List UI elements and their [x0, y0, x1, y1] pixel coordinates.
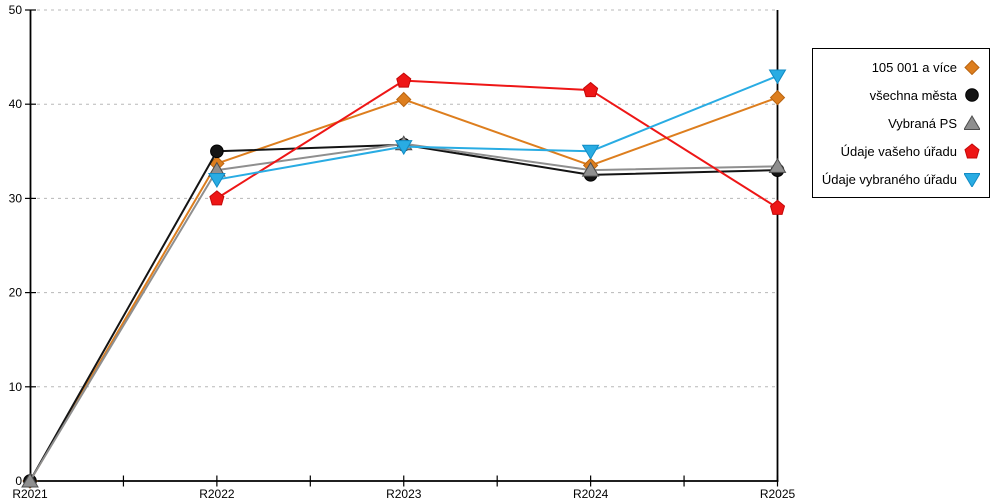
x-tick-label-R2022: R2022 — [199, 487, 235, 500]
diamond-marker — [396, 91, 412, 108]
series-line-0 — [29, 96, 778, 482]
triangle-down-marker — [394, 140, 413, 156]
y-tick-label-0: 0 — [15, 474, 22, 488]
x-tick-label-R2025: R2025 — [760, 487, 796, 500]
pentagon-marker — [583, 81, 599, 98]
legend-item: Údaje vašeho úřadu — [813, 138, 989, 164]
triangle-down-icon — [964, 173, 980, 187]
x-tick-label-R2024: R2024 — [573, 487, 609, 500]
y-tick-label-40: 40 — [9, 97, 23, 111]
triangle-up-icon — [964, 115, 980, 130]
series-line-4 — [216, 75, 778, 181]
legend: 105 001 a více všechna města Vybraná PS Úda… — [812, 48, 990, 198]
triangle-down-marker — [768, 69, 787, 85]
triangle-up-marker — [581, 161, 600, 177]
y-tick-label-30: 30 — [9, 191, 23, 205]
legend-item: všechna města — [813, 82, 989, 108]
legend-label: 105 001 a více — [871, 59, 957, 75]
series-line-3 — [216, 79, 779, 209]
y-tick-label-10: 10 — [9, 380, 23, 394]
legend-item: Údaje vybraného úřadu — [813, 166, 989, 192]
x-tick-label-R2023: R2023 — [386, 487, 422, 500]
diamond-icon — [964, 59, 980, 75]
pentagon-marker — [769, 199, 786, 215]
series-line-1 — [29, 143, 778, 482]
legend-item: Vybraná PS — [813, 110, 989, 136]
pentagon-marker — [209, 190, 225, 206]
circle-icon — [965, 88, 979, 102]
legend-label: Údaje vašeho úřadu — [840, 143, 957, 159]
triangle-down-marker — [207, 173, 226, 189]
legend-label: všechna města — [869, 87, 957, 103]
circle-marker — [210, 144, 224, 159]
x-tick-label-R2021: R2021 — [12, 487, 48, 500]
triangle-up-marker — [768, 157, 787, 173]
y-tick-label-20: 20 — [9, 286, 23, 300]
y-tick-label-50: 50 — [9, 3, 23, 17]
diamond-marker — [769, 89, 786, 106]
series-line-2 — [29, 142, 778, 482]
triangle-down-marker — [581, 144, 600, 160]
legend-label: Údaje vybraného úřadu — [821, 171, 957, 187]
triangle-up-marker — [21, 472, 39, 488]
pentagon-icon — [964, 143, 980, 159]
pentagon-marker — [396, 72, 412, 88]
legend-item: 105 001 a více — [813, 54, 989, 80]
legend-label: Vybraná PS — [888, 115, 957, 131]
